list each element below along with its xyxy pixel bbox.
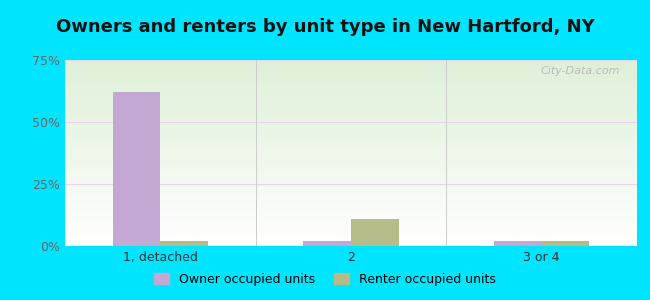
Text: City-Data.com: City-Data.com bbox=[540, 66, 620, 76]
Bar bbox=[541, 241, 590, 246]
Text: Owners and renters by unit type in New Hartford, NY: Owners and renters by unit type in New H… bbox=[56, 18, 594, 36]
Bar bbox=[112, 92, 161, 246]
Bar bbox=[304, 241, 351, 246]
Bar bbox=[161, 241, 208, 246]
Bar bbox=[494, 241, 541, 246]
Bar bbox=[351, 219, 398, 246]
Legend: Owner occupied units, Renter occupied units: Owner occupied units, Renter occupied un… bbox=[149, 268, 501, 291]
